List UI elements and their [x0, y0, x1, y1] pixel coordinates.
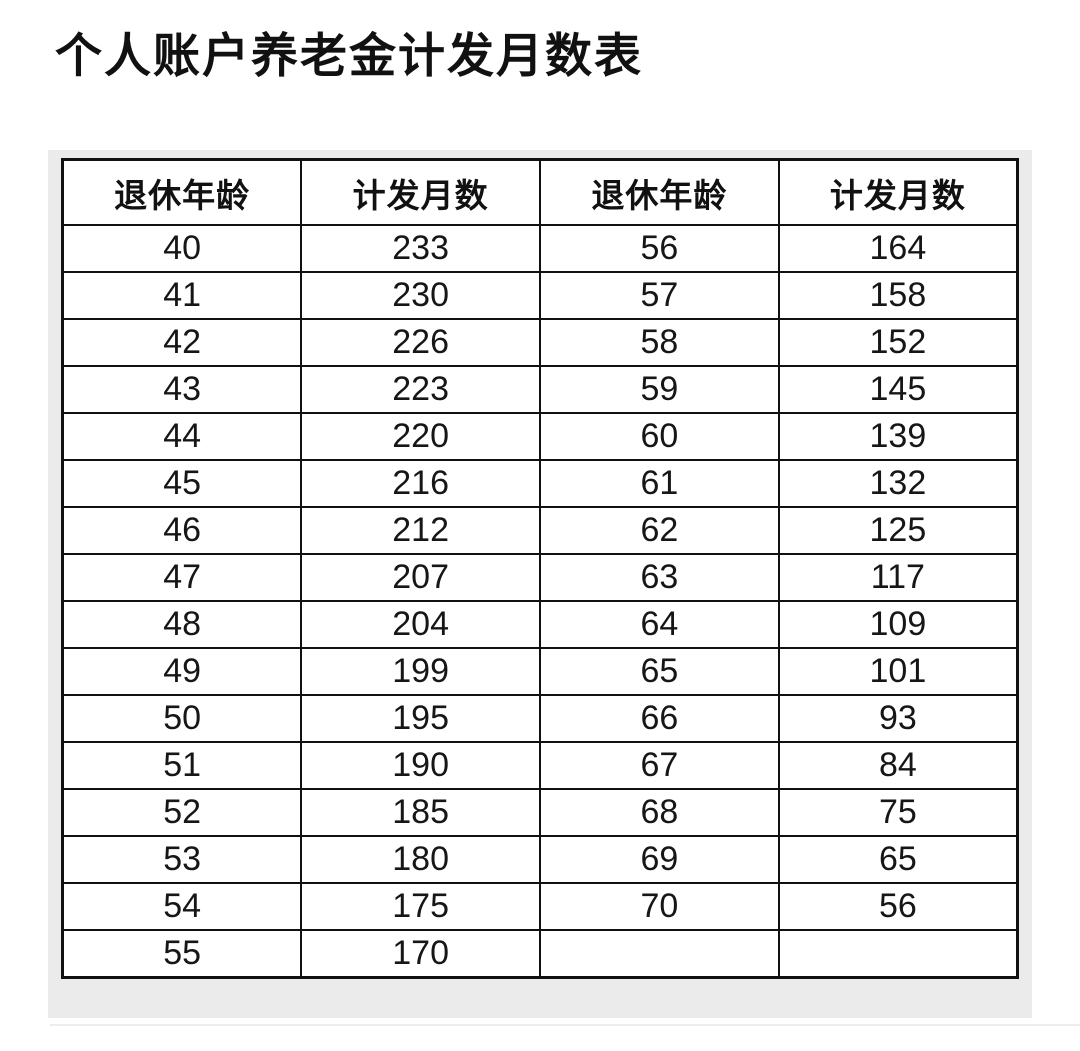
table-row: 51 190 67 84	[61, 741, 1019, 790]
table-row: 52 185 68 75	[61, 788, 1019, 837]
cell: 233	[300, 224, 541, 273]
cell: 52	[61, 788, 303, 837]
table-row: 46 212 62 125	[61, 506, 1019, 555]
table-row: 42 226 58 152	[61, 318, 1019, 367]
cell: 64	[539, 600, 780, 649]
cell: 68	[539, 788, 780, 837]
cell: 58	[539, 318, 780, 367]
table-row: 54 175 70 56	[61, 882, 1019, 931]
table-card: 退休年龄 计发月数 退休年龄 计发月数 40 233 56 164 41 230 57 158…	[48, 150, 1032, 1018]
cell: 63	[539, 553, 780, 602]
cell: 53	[61, 835, 303, 884]
cell: 46	[61, 506, 303, 555]
cell: 41	[61, 271, 303, 320]
cell: 139	[777, 412, 1019, 461]
table-row: 50 195 66 93	[61, 694, 1019, 743]
cell: 117	[777, 553, 1019, 602]
cell: 56	[777, 882, 1019, 931]
cell: 230	[300, 271, 541, 320]
cell: 44	[61, 412, 303, 461]
cell: 69	[539, 835, 780, 884]
table-row: 44 220 60 139	[61, 412, 1019, 461]
cell: 40	[61, 224, 303, 273]
col-header-retirement-age-left: 退休年龄	[61, 158, 303, 226]
table-header: 退休年龄 计发月数 退休年龄 计发月数	[61, 158, 1019, 226]
cell: 60	[539, 412, 780, 461]
table-row: 53 180 69 65	[61, 835, 1019, 884]
table-row: 49 199 65 101	[61, 647, 1019, 696]
cell: 45	[61, 459, 303, 508]
cell: 42	[61, 318, 303, 367]
cell: 57	[539, 271, 780, 320]
cell: 75	[777, 788, 1019, 837]
cell: 50	[61, 694, 303, 743]
cell: 56	[539, 224, 780, 273]
cell: 70	[539, 882, 780, 931]
cell: 65	[777, 835, 1019, 884]
cell: 59	[539, 365, 780, 414]
cell: 51	[61, 741, 303, 790]
cell: 66	[539, 694, 780, 743]
bottom-divider	[50, 1024, 1080, 1026]
cell: 109	[777, 600, 1019, 649]
page-title: 个人账户养老金计发月数表	[55, 29, 643, 82]
header-row: 退休年龄 计发月数 退休年龄 计发月数	[61, 158, 1019, 226]
cell: 185	[300, 788, 541, 837]
cell: 55	[61, 929, 303, 979]
cell: 212	[300, 506, 541, 555]
cell: 54	[61, 882, 303, 931]
cell: 180	[300, 835, 541, 884]
table-row: 47 207 63 117	[61, 553, 1019, 602]
cell: 84	[777, 741, 1019, 790]
cell: 170	[300, 929, 541, 979]
cell: 49	[61, 647, 303, 696]
cell: 207	[300, 553, 541, 602]
cell: 65	[539, 647, 780, 696]
cell: 220	[300, 412, 541, 461]
table-row: 41 230 57 158	[61, 271, 1019, 320]
cell: 223	[300, 365, 541, 414]
cell: 93	[777, 694, 1019, 743]
cell: 216	[300, 459, 541, 508]
col-header-payment-months-right: 计发月数	[777, 158, 1019, 226]
table-body: 40 233 56 164 41 230 57 158 42 226 58 152 43 223 59 145…	[61, 224, 1019, 979]
cell: 67	[539, 741, 780, 790]
cell: 175	[300, 882, 541, 931]
cell: 158	[777, 271, 1019, 320]
col-header-payment-months-left: 计发月数	[300, 158, 541, 226]
cell: 195	[300, 694, 541, 743]
cell: 145	[777, 365, 1019, 414]
cell: 190	[300, 741, 541, 790]
cell: 226	[300, 318, 541, 367]
cell: 43	[61, 365, 303, 414]
pension-months-table: 退休年龄 计发月数 退休年龄 计发月数 40 233 56 164 41 230 57 158…	[61, 158, 1019, 979]
cell	[539, 929, 780, 979]
cell: 125	[777, 506, 1019, 555]
cell: 204	[300, 600, 541, 649]
cell	[777, 929, 1019, 979]
cell: 199	[300, 647, 541, 696]
cell: 101	[777, 647, 1019, 696]
cell: 132	[777, 459, 1019, 508]
cell: 61	[539, 459, 780, 508]
col-header-retirement-age-right: 退休年龄	[539, 158, 780, 226]
cell: 152	[777, 318, 1019, 367]
table-row: 55 170	[61, 929, 1019, 979]
cell: 47	[61, 553, 303, 602]
table-row: 43 223 59 145	[61, 365, 1019, 414]
cell: 164	[777, 224, 1019, 273]
table-row: 40 233 56 164	[61, 224, 1019, 273]
cell: 62	[539, 506, 780, 555]
cell: 48	[61, 600, 303, 649]
table-row: 45 216 61 132	[61, 459, 1019, 508]
table-row: 48 204 64 109	[61, 600, 1019, 649]
